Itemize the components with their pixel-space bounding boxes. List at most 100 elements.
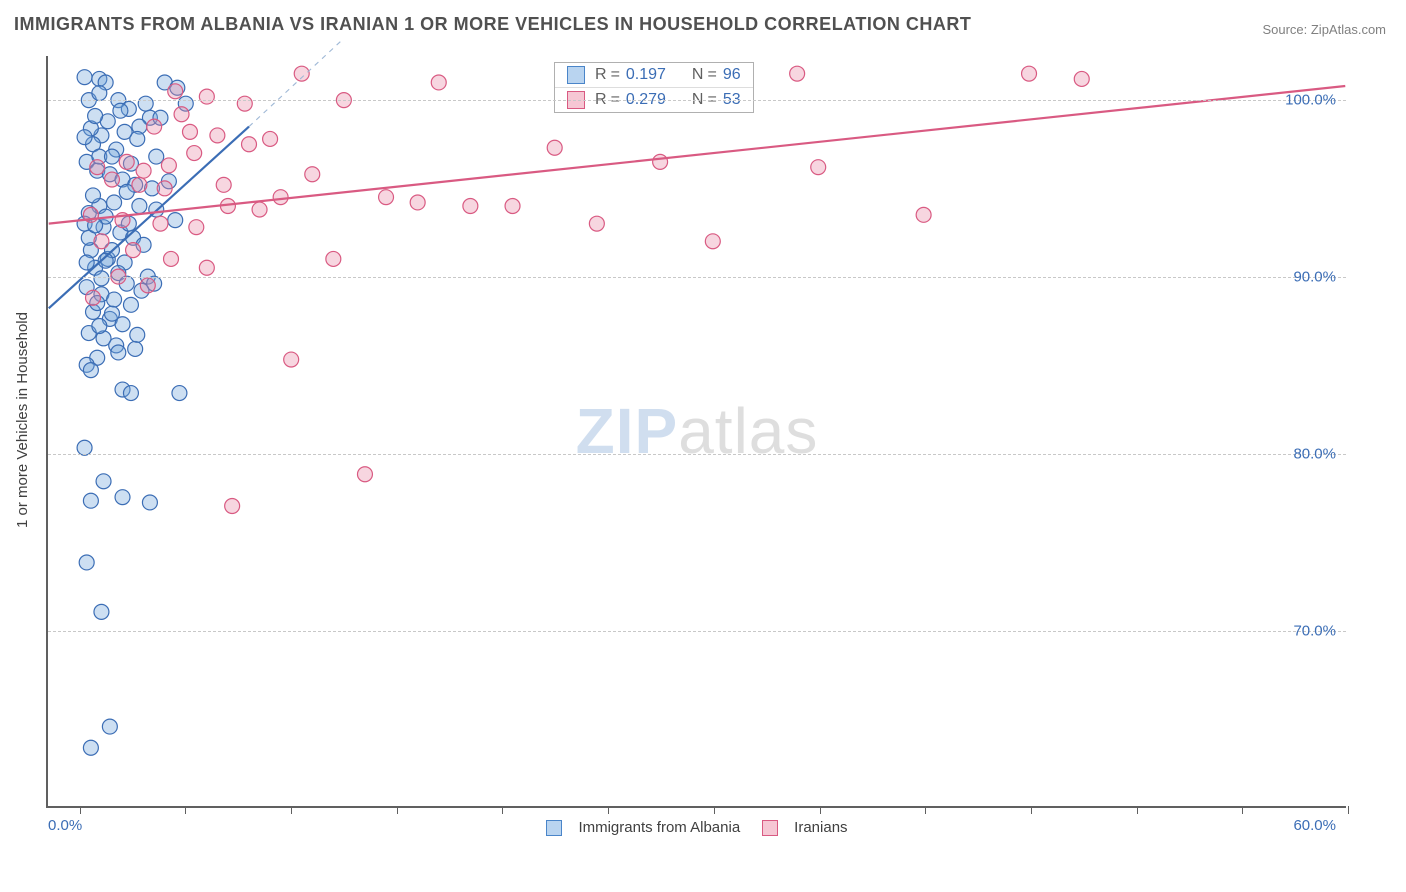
x-tick [80,806,81,814]
data-point [653,154,668,169]
data-point [115,490,130,505]
data-point [147,119,162,134]
data-point [916,207,931,222]
data-point [463,199,478,214]
data-point [379,190,394,205]
data-point [410,195,425,210]
legend-eq: = [611,66,620,84]
data-point [94,271,109,286]
chart-svg [48,56,1346,806]
data-point [705,234,720,249]
data-point [136,163,151,178]
data-point [326,251,341,266]
data-point [104,306,119,321]
data-point [294,66,309,81]
data-point [237,96,252,111]
data-point [132,199,147,214]
data-point [79,555,94,570]
data-point [107,292,122,307]
x-tick [397,806,398,814]
data-point [126,243,141,258]
data-point [172,386,187,401]
legend-row-series-a: R = 0.197 N = 96 [555,63,753,88]
gridline [48,277,1346,278]
data-point [811,160,826,175]
data-point [182,124,197,139]
legend-item-series-a: Immigrants from Albania [546,819,740,836]
data-point [1022,66,1037,81]
swatch-series-b [762,820,778,836]
data-point [305,167,320,182]
data-point [216,177,231,192]
data-point [86,188,101,203]
data-point [187,146,202,161]
data-point [157,181,172,196]
data-point [284,352,299,367]
data-point [90,160,105,175]
x-tick [1348,806,1349,814]
data-point [102,719,117,734]
data-point [77,440,92,455]
y-tick-label: 80.0% [1293,446,1336,463]
data-point [111,345,126,360]
data-point [225,499,240,514]
legend-series: Immigrants from Albania Iranians [48,819,1346,836]
data-point [88,109,103,124]
data-point [168,213,183,228]
x-tick [925,806,926,814]
data-point [104,172,119,187]
legend-correlation-box: R = 0.197 N = 96 R = 0.279 N = 53 [554,62,754,113]
gridline [48,100,1346,101]
y-tick-label: 100.0% [1285,92,1336,109]
legend-r-label: R [595,66,607,84]
chart-title: IMMIGRANTS FROM ALBANIA VS IRANIAN 1 OR … [14,14,971,35]
gridline [48,631,1346,632]
data-point [94,234,109,249]
data-point [161,158,176,173]
data-point [96,474,111,489]
swatch-series-a [567,66,585,84]
data-point [589,216,604,231]
data-point [547,140,562,155]
data-point [104,149,119,164]
trendline-extension [249,38,344,126]
data-point [86,290,101,305]
x-tick [714,806,715,814]
data-point [153,216,168,231]
x-tick [1137,806,1138,814]
x-tick [502,806,503,814]
source-attribution: Source: ZipAtlas.com [1262,22,1386,37]
x-tick [291,806,292,814]
data-point [174,107,189,122]
data-point [505,199,520,214]
data-point [92,86,107,101]
data-point [357,467,372,482]
data-point [164,251,179,266]
x-tick [1242,806,1243,814]
data-point [123,297,138,312]
data-point [83,493,98,508]
data-point [168,84,183,99]
plot-area: ZIPatlas R = 0.197 N = 96 R = 0.279 N = … [46,56,1346,808]
data-point [149,149,164,164]
legend-label-series-b: Iranians [794,819,847,836]
x-tick [185,806,186,814]
legend-n-label: N [692,66,704,84]
x-tick [820,806,821,814]
x-tick [608,806,609,814]
data-point [140,278,155,293]
data-point [199,89,214,104]
data-point [252,202,267,217]
data-point [130,327,145,342]
x-tick [1031,806,1032,814]
data-point [77,130,92,145]
data-point [142,495,157,510]
data-point [132,177,147,192]
legend-n-value-a: 96 [723,66,741,84]
swatch-series-a [546,820,562,836]
data-point [431,75,446,90]
data-point [273,190,288,205]
data-point [107,195,122,210]
data-point [210,128,225,143]
data-point [83,363,98,378]
